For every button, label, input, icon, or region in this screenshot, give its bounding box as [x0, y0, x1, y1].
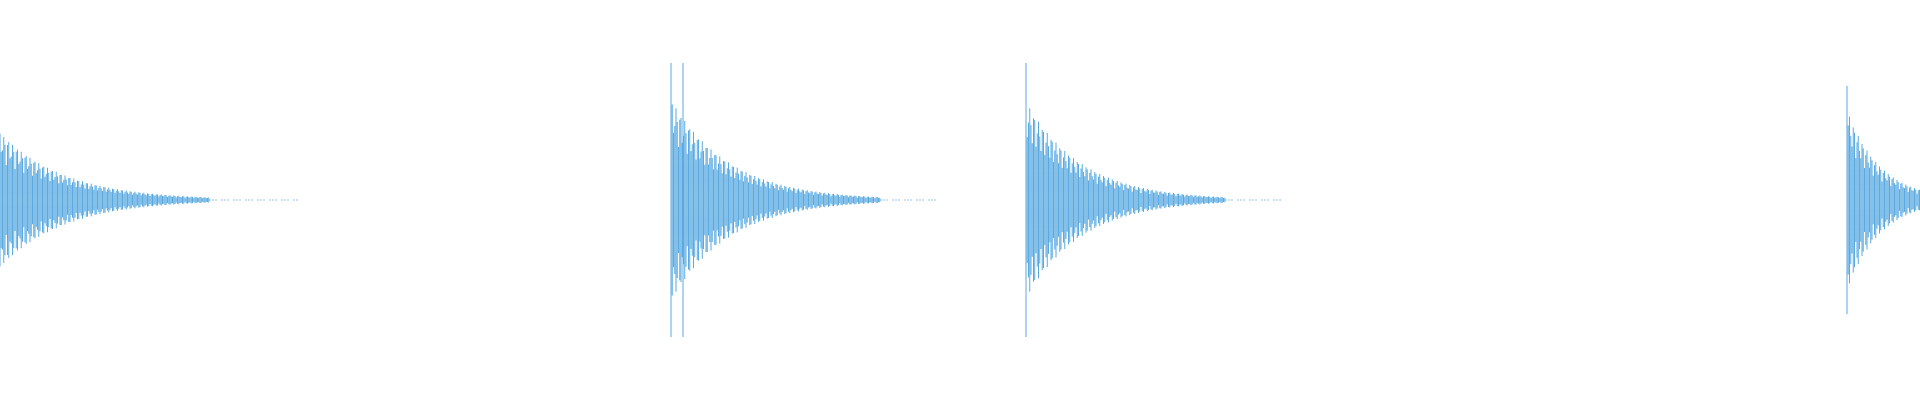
waveform-burst — [670, 63, 936, 337]
waveform-burst — [1025, 63, 1281, 337]
waveform-burst — [1846, 86, 1920, 314]
waveform-burst — [0, 133, 298, 267]
